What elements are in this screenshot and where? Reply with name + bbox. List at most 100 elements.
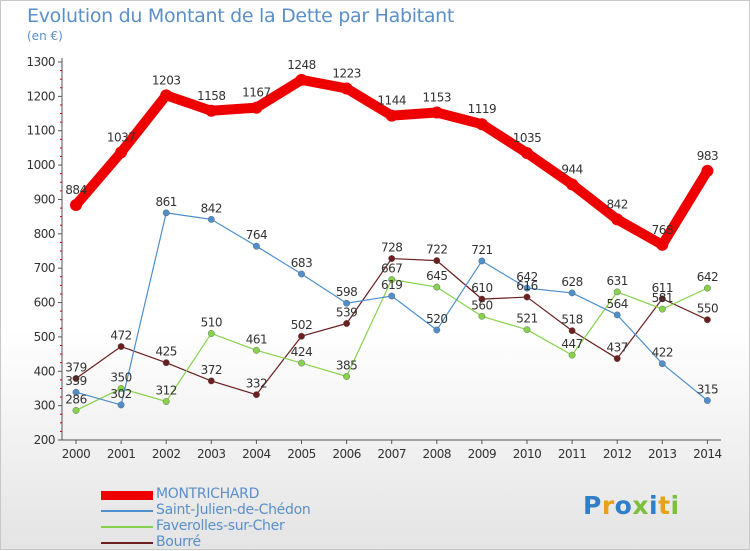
data-label: 550 (697, 302, 718, 316)
data-label: 424 (291, 345, 312, 359)
data-label: 616 (516, 279, 537, 293)
data-label: 768 (652, 223, 673, 237)
data-point (117, 385, 125, 392)
data-label: 628 (561, 275, 582, 289)
y-tick-label: 1100 (26, 124, 55, 138)
x-tick-label: 2002 (152, 447, 181, 461)
y-tick-label: 700 (34, 261, 55, 275)
legend-label: Saint-Julien-de-Chédon (156, 502, 311, 518)
data-point (70, 198, 82, 211)
data-label: 315 (697, 382, 718, 396)
data-label: 764 (246, 228, 267, 242)
data-label: 1203 (152, 73, 181, 87)
data-point (72, 375, 80, 382)
data-point (72, 388, 80, 396)
data-point (162, 398, 170, 405)
data-point (523, 326, 531, 334)
x-tick-label: 2008 (423, 447, 452, 461)
data-point (704, 397, 711, 404)
data-point (343, 320, 350, 327)
x-tick-label: 2009 (468, 447, 497, 461)
data-label: 861 (155, 195, 176, 209)
data-label: 581 (652, 291, 673, 305)
data-label: 728 (381, 241, 402, 255)
data-point (658, 360, 666, 368)
legend-label: MONTRICHARD (156, 486, 260, 502)
data-point (566, 178, 579, 191)
data-label: 611 (652, 281, 673, 295)
data-point (205, 104, 218, 117)
data-label: 520 (426, 312, 447, 326)
data-point (343, 299, 350, 307)
data-label: 510 (201, 315, 222, 329)
data-label: 683 (291, 256, 312, 270)
data-label: 619 (381, 278, 402, 292)
data-label: 842 (606, 197, 627, 211)
data-label: 564 (606, 297, 627, 311)
data-point (613, 288, 621, 296)
data-label: 379 (65, 360, 86, 374)
data-label: 502 (291, 318, 312, 332)
data-point (388, 292, 396, 300)
y-tick-label: 400 (34, 364, 55, 378)
data-point (340, 82, 353, 95)
x-tick-label: 2005 (287, 447, 316, 461)
legend-swatch (101, 510, 153, 512)
y-tick-label: 200 (34, 433, 55, 447)
data-label: 842 (201, 201, 222, 215)
data-label: 447 (561, 337, 582, 351)
data-label: 1035 (513, 131, 542, 145)
data-point (478, 312, 486, 320)
data-label: 539 (336, 306, 357, 320)
data-label: 560 (471, 298, 492, 312)
data-label: 1223 (332, 66, 361, 80)
legend-swatch (101, 526, 153, 528)
legend-swatch (101, 542, 153, 544)
data-point (658, 295, 666, 303)
x-tick-label: 2003 (197, 447, 226, 461)
data-point (478, 295, 486, 303)
data-point (521, 147, 533, 160)
x-tick-label: 2000 (62, 447, 91, 461)
data-label: 667 (381, 262, 402, 276)
data-label: 631 (606, 274, 627, 288)
data-point (72, 407, 80, 414)
data-point (430, 106, 443, 119)
data-point (656, 238, 669, 251)
data-point (704, 284, 711, 292)
data-label: 425 (155, 345, 176, 359)
data-point (162, 209, 170, 217)
data-point (701, 164, 714, 177)
data-point (478, 257, 486, 265)
data-label: 302 (110, 387, 131, 401)
logo-letter: o (614, 491, 633, 520)
data-label: 1153 (423, 91, 452, 105)
data-point (207, 377, 215, 385)
legend-label: Faverolles-sur-Cher (156, 518, 285, 534)
data-label: 422 (652, 346, 673, 360)
y-tick-label: 1300 (26, 55, 55, 69)
data-label: 722 (426, 243, 447, 257)
data-point (388, 255, 396, 262)
data-label: 437 (606, 341, 627, 355)
data-label: 1248 (287, 58, 316, 72)
data-point (298, 332, 305, 340)
x-tick-label: 2012 (603, 447, 632, 461)
data-label: 339 (65, 374, 86, 388)
x-tick-label: 2013 (648, 447, 677, 461)
data-point (115, 146, 128, 159)
data-label: 1158 (197, 89, 226, 103)
y-tick-label: 300 (34, 399, 55, 413)
data-label: 312 (155, 384, 176, 398)
data-label: 983 (697, 149, 718, 163)
data-point (704, 316, 711, 324)
data-point (162, 359, 170, 367)
data-label: 461 (246, 332, 267, 346)
data-point (433, 283, 441, 291)
data-point (298, 270, 305, 278)
logo-letter: i (649, 491, 659, 520)
data-label: 518 (561, 313, 582, 327)
x-tick-label: 2011 (558, 447, 587, 461)
